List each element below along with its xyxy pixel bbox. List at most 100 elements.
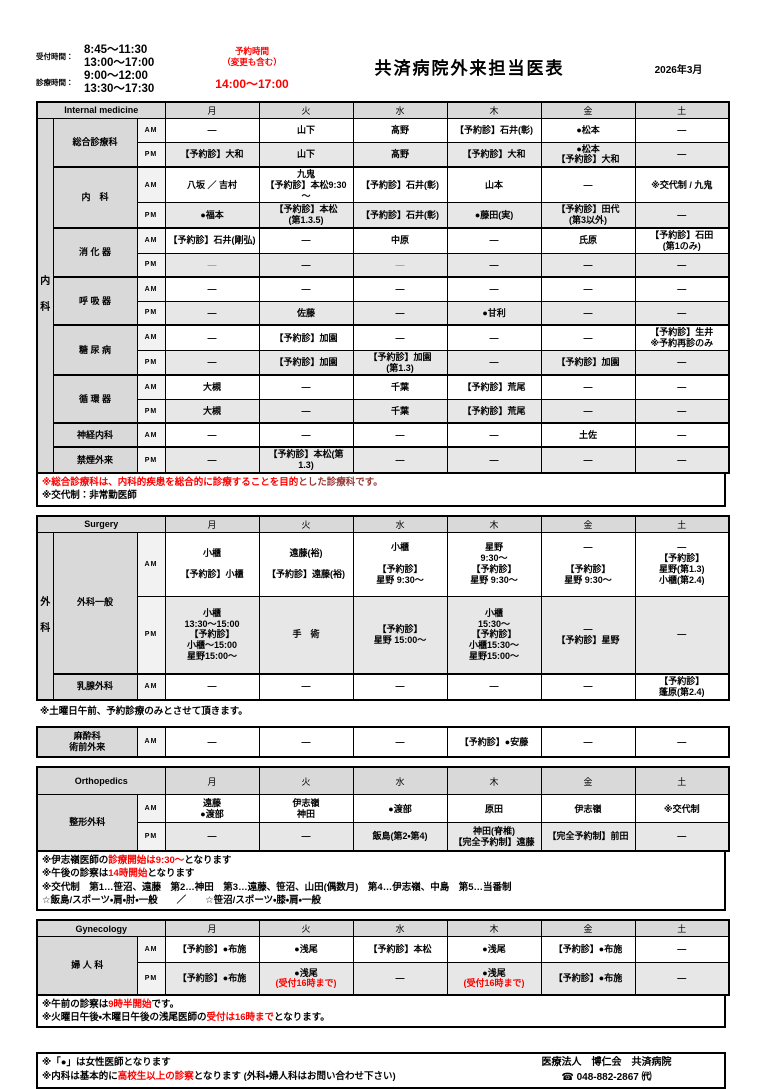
period-label: AM: [136, 117, 166, 143]
section-label: Internal medicine: [36, 101, 166, 119]
department-label: 整形外科: [36, 794, 138, 852]
page-title: 共済病院外来担当医表: [374, 59, 565, 78]
schedule-cell: —: [258, 374, 354, 400]
schedule-cell: —: [634, 252, 730, 278]
schedule-cell: —: [634, 141, 730, 168]
hours-block: 受付時間： 8:45～11:30 13:00～17:00 診療時間： 9:00～…: [36, 44, 186, 96]
surgery-table: Surgery 月火水木金土外 科外科一般 AM 小櫃 【予約診】小櫃 遠藤(裕) 【予…: [36, 514, 730, 701]
schedule-cell: —: [540, 166, 636, 204]
schedule-cell: —: [164, 822, 260, 852]
day-header: 土: [634, 919, 730, 938]
schedule-cell: —: [352, 422, 448, 448]
reservation-hours-label: 予約時間 （変更も含む）: [222, 46, 282, 67]
note-text: となります: [184, 854, 232, 866]
schedule-cell: 山本: [446, 166, 542, 204]
day-header: 火: [258, 766, 354, 796]
note-text: 高校生以上の診察: [117, 1070, 194, 1082]
day-header: 木: [446, 919, 542, 938]
gynecology-notes: ※午前の診察は9時半開始です。 ※火曜日午後・木曜日午後の浅尾医師の受付は16時ま…: [36, 995, 726, 1029]
note-line: ※交代制：非常勤医師: [42, 489, 720, 502]
period-label: PM: [136, 300, 166, 326]
note-text: です。: [151, 998, 180, 1010]
schedule-cell: —: [446, 446, 542, 474]
schedule-cell: —: [446, 276, 542, 302]
schedule-cell: 【予約診】●布施: [540, 936, 636, 964]
schedule-cell: 中原: [352, 227, 448, 254]
schedule-cell: —: [634, 446, 730, 474]
schedule-cell: —: [258, 398, 354, 424]
department-label: 内 科: [52, 166, 138, 229]
period-label: PM: [136, 202, 166, 229]
anesthesia-table: 麻酔科 術前外来 AM — — — 【予約診】●安藤 — —: [36, 725, 730, 758]
schedule-cell: —: [258, 227, 354, 254]
department-label: 乳腺外科: [52, 673, 138, 701]
note-line: ※「●」は女性医師となります: [42, 1056, 495, 1069]
schedule-cell: —: [258, 822, 354, 852]
department-label: 循 環 器: [52, 374, 138, 424]
note-text: 受付は16時まで: [206, 1011, 275, 1023]
schedule-cell: —: [164, 300, 260, 326]
schedule-cell: —: [352, 300, 448, 326]
schedule-cell: 小櫃 【予約診】 星野 9:30～: [352, 531, 448, 597]
schedule-cell: —: [164, 726, 260, 758]
note-text: ※午前の診察は: [42, 998, 109, 1010]
schedule-cell: —: [258, 673, 354, 701]
category-label: 内 科: [36, 117, 54, 474]
schedule-cell: —: [634, 300, 730, 326]
schedule-cell: ●松本: [540, 117, 636, 143]
orthopedics-notes: ※伊志嶺医師の診療開始は9:30～となります ※午後の診察は14時開始となります ※…: [36, 851, 726, 912]
footer: ※「●」は女性医師となります ※内科は基本的に高校生以上の診察となります (外科・…: [36, 1052, 726, 1089]
day-header: 金: [540, 101, 636, 119]
note-text: ※伊志嶺医師の: [42, 854, 109, 866]
reservation-hours-time: 14:00～17:00: [215, 77, 289, 92]
schedule-cell: —: [540, 300, 636, 326]
schedule-cell: ●浅尾: [258, 936, 354, 964]
department-label: 麻酔科 術前外来: [36, 726, 138, 758]
period-label: PM: [136, 446, 166, 474]
schedule-cell: ●藤田(実): [446, 202, 542, 229]
schedule-cell: 山下: [258, 141, 354, 168]
day-header: 土: [634, 101, 730, 119]
schedule-cell: —: [352, 962, 448, 996]
section-label: Gynecology: [36, 919, 166, 938]
department-label: 神経内科: [52, 422, 138, 448]
schedule-cell: ●松本 【予約診】大和: [540, 141, 636, 168]
schedule-cell: 【予約診】●安藤: [446, 726, 542, 758]
schedule-cell: — 【予約診】 星野(第1.3) 小櫃(第2.4): [634, 531, 730, 597]
gynecology-table: Gynecology 月火水木金土婦 人 科 AM 【予約診】●布施 ●浅尾 【予約診】本…: [36, 919, 731, 996]
schedule-cell: ●福本: [164, 202, 260, 229]
schedule-cell: 小櫃 【予約診】小櫃: [164, 531, 260, 597]
schedule-cell: 【予約診】●布施: [164, 936, 260, 964]
day-header: 木: [446, 766, 542, 796]
schedule-cell: 髙野: [352, 117, 448, 143]
page-header: 受付時間： 8:45～11:30 13:00～17:00 診療時間： 9:00～…: [36, 44, 726, 96]
schedule-cell: —: [164, 117, 260, 143]
day-header: 土: [634, 766, 730, 796]
schedule-cell: ●浅尾: [446, 936, 542, 964]
schedule-cell: —: [540, 398, 636, 424]
department-label: 外科一般: [52, 531, 138, 675]
consultation-hours-row: 診療時間： 9:00～12:00 13:30～17:30: [36, 70, 186, 96]
note-text: とした診療科です。: [298, 476, 383, 488]
department-label: 禁煙外来: [52, 446, 138, 474]
schedule-cell: 【予約診】本松: [352, 936, 448, 964]
reception-hours-label: 受付時間：: [36, 52, 74, 62]
schedule-cell: —: [634, 349, 730, 376]
day-header: 月: [164, 766, 260, 796]
schedule-cell: 千葉: [352, 398, 448, 424]
department-label: 糖 尿 病: [52, 324, 138, 376]
schedule-cell: —: [540, 673, 636, 701]
schedule-cell: —: [352, 252, 448, 278]
schedule-cell: —: [258, 276, 354, 302]
schedule-cell: 小櫃 15:30～ 【予約診】 小櫃15:30～ 星野15:00～: [446, 595, 542, 675]
period-label: PM: [136, 595, 166, 675]
note-line: ※交代制 第1…笹沼、遠藤 第2…神田 第3…遠藤、笹沼、山田(偶数月) 第4……: [42, 881, 720, 894]
schedule-cell: ※交代制: [634, 794, 730, 824]
note-line: ※火曜日午後・木曜日午後の浅尾医師の受付は16時までとなります。: [42, 1011, 720, 1024]
period-label: AM: [136, 726, 166, 758]
note-line: ※伊志嶺医師の診療開始は9:30～となります: [42, 854, 720, 867]
reception-hours-row: 受付時間： 8:45～11:30 13:00～17:00: [36, 44, 186, 70]
schedule-cell: —: [634, 962, 730, 996]
schedule-cell: 佐藤: [258, 300, 354, 326]
schedule-cell: —: [634, 822, 730, 852]
